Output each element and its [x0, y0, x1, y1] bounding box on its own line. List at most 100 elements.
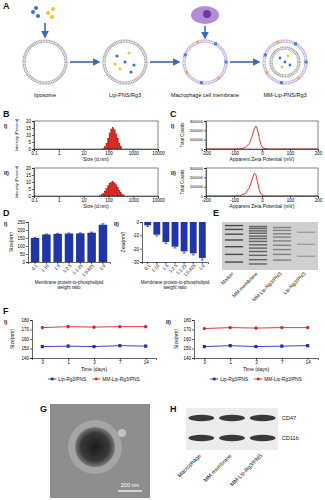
- tick: 7: [119, 358, 122, 365]
- error-bar: [119, 326, 121, 328]
- tick-label: 0: [42, 360, 45, 365]
- tick-label: 1:0.625: [81, 263, 96, 278]
- error-bar: [192, 253, 195, 255]
- drug-dot: [118, 67, 121, 70]
- drug-dot: [287, 55, 290, 58]
- error-bar: [164, 242, 167, 243]
- lane-label: MM membrane: [202, 452, 232, 482]
- error-bar: [183, 251, 186, 253]
- tick: 3: [93, 358, 96, 365]
- error-bar: [255, 346, 257, 348]
- tick-label: 3: [255, 360, 258, 365]
- error-bar: [281, 345, 283, 347]
- marker: [229, 344, 232, 347]
- bar: [76, 233, 84, 262]
- tick-label: 1000: [129, 198, 140, 203]
- tick-mark: [192, 349, 194, 350]
- tick-mark: [26, 262, 28, 263]
- tick: 0: [204, 358, 207, 365]
- error-bar: [144, 345, 146, 347]
- axis-title: Membrane protein-to-phospholipidweight r…: [35, 280, 104, 290]
- panel-label: C: [170, 109, 177, 119]
- legend-label: MM-Lip-Rg3/PNS: [264, 377, 302, 382]
- tick-label: 0: [204, 360, 207, 365]
- tick-mark: [204, 196, 206, 197]
- tick: 10000: [152, 196, 165, 203]
- marker: [67, 325, 70, 328]
- gel-band: [225, 261, 243, 262]
- plot-area: [103, 128, 122, 149]
- tick: 0: [28, 147, 34, 152]
- step-label: Lip-PNS/Rg3: [109, 92, 141, 98]
- tick: 140: [21, 356, 32, 361]
- drug-dot: [115, 54, 118, 57]
- subpanel-label: II): [114, 221, 119, 227]
- tick: -200: [202, 149, 212, 156]
- scale-bar-label: 200 nm: [121, 482, 140, 488]
- membrane-protein: [217, 77, 220, 80]
- tick: 150: [17, 236, 28, 241]
- marker: [203, 327, 206, 330]
- axis-title: Membrane protein-to-phospholipidweight r…: [141, 280, 210, 290]
- tick-label: 160: [183, 337, 191, 342]
- series-line: [206, 126, 318, 149]
- tick: 200000: [190, 175, 206, 180]
- tick-mark: [204, 130, 206, 131]
- y-axis: 05101520: [26, 166, 35, 199]
- tick-label: 7: [281, 360, 284, 365]
- tem-image: 200 nm: [50, 404, 150, 498]
- tick: 1:5: [53, 262, 61, 271]
- tick-mark: [140, 249, 142, 250]
- lane-label: Lip-Rg3/PNS: [282, 270, 307, 295]
- error-bar: [306, 326, 308, 328]
- bar: [117, 138, 119, 149]
- legend-label: Lip-Rg3/PNS: [58, 377, 86, 382]
- membrane-protein: [276, 41, 279, 44]
- axis-title: Size(nm): [173, 329, 179, 349]
- tick-label: 150: [183, 346, 191, 351]
- particle: [75, 427, 115, 467]
- tick: 160: [21, 337, 32, 342]
- tick-label: -10: [132, 233, 139, 238]
- x-axis: 0:11:101:51:2.51:1.251:0.6251:0: [143, 262, 209, 277]
- tick: 1:10: [40, 262, 50, 273]
- tick: 20: [26, 119, 34, 124]
- tick-mark: [192, 358, 194, 359]
- y-axis: 0100000200000300000: [190, 119, 207, 152]
- bar: [104, 191, 106, 196]
- tick: 15: [26, 173, 34, 178]
- tick: 150: [21, 346, 32, 351]
- error-bar: [144, 326, 146, 328]
- marker: [306, 326, 309, 329]
- tick: 10000: [152, 149, 165, 156]
- tick-label: 0: [201, 194, 204, 199]
- tick: -30: [132, 260, 142, 265]
- marker: [67, 345, 70, 348]
- gel: MarkerMM membraneMM-Lip-Rg3/PNSLip-Rg3/P…: [219, 222, 318, 302]
- tick-label: 0: [136, 220, 139, 225]
- gel-band: [249, 255, 267, 256]
- error-bar: [67, 345, 69, 347]
- drug-dot: [129, 70, 132, 73]
- axis-title: Intensity (Percent): [14, 165, 19, 198]
- tick-label: 10000: [152, 198, 165, 203]
- axis-title: Total Counts: [180, 122, 185, 148]
- membrane: [271, 48, 299, 76]
- tick-mark: [30, 330, 32, 331]
- membrane-protein: [297, 77, 300, 80]
- tick: 3: [255, 358, 258, 365]
- tick: 170: [183, 327, 194, 332]
- tick: -20: [132, 247, 142, 252]
- tick: 100: [17, 244, 28, 249]
- tick-mark: [204, 149, 206, 150]
- tick-label: 5: [28, 140, 31, 145]
- x-axis: 013714: [33, 358, 157, 365]
- tick-mark: [204, 168, 206, 169]
- schematic: [24, 6, 308, 84]
- tick-label: 0.1: [31, 151, 38, 156]
- tick: 5: [28, 187, 34, 192]
- tick-mark: [192, 320, 194, 321]
- lane-label: MM-Lip-Rg3/PNS: [229, 452, 264, 487]
- bar: [109, 183, 111, 196]
- bar: [199, 222, 206, 258]
